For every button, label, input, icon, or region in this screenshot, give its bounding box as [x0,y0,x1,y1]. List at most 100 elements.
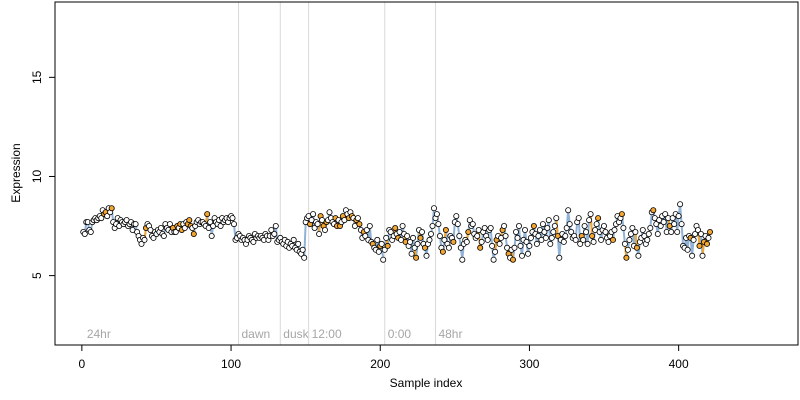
data-point [602,228,609,235]
data-point [623,254,630,261]
data-point [517,242,524,249]
data-point [453,213,460,220]
data-point [645,230,652,237]
data-point [466,217,473,224]
divider-label: 12:00 [312,327,342,341]
data-point [699,252,706,259]
y-tick-label: 5 [30,272,44,279]
data-point [316,230,323,237]
data-point [675,213,682,220]
data-point [299,246,306,253]
data-point [611,226,618,233]
data-point [562,232,569,239]
data-point [413,254,420,261]
data-point [489,242,496,249]
data-point [429,222,436,229]
data-point [526,242,533,249]
data-point [272,222,279,229]
divider-lines: dawn dusk 12:00 0:00 48hr 24hr [87,2,462,345]
data-point [639,226,646,233]
data-point [690,236,697,243]
data-point [556,254,563,261]
x-axis: 0 100 200 300 400 [79,344,689,371]
x-tick-label: 300 [519,357,539,371]
data-point [362,232,369,239]
data-point [98,215,105,222]
data-point [601,222,608,229]
data-point [669,215,676,222]
data-point [484,236,491,243]
x-tick-label: 100 [221,357,241,371]
data-point [629,224,636,231]
data-point [487,224,494,231]
data-point [563,224,570,231]
data-point [301,254,308,261]
data-point [407,238,414,245]
data-point [427,230,434,237]
data-point [477,244,484,251]
data-point [81,230,88,237]
data-point [166,221,173,228]
data-point [560,238,567,245]
data-point [410,234,417,241]
data-points [80,201,714,263]
data-point [384,242,391,249]
data-point [387,228,394,235]
data-point [580,236,587,243]
data-point [544,224,551,231]
data-point [374,236,381,243]
divider-label: 0:00 [388,327,412,341]
data-point [132,221,139,228]
data-point [138,240,145,247]
data-point [586,217,593,224]
data-point [383,234,390,241]
data-point [496,240,503,247]
data-point [439,248,446,255]
data-point [474,232,481,239]
data-point [533,240,540,247]
data-point [381,246,388,253]
data-point [684,246,691,253]
data-point [525,250,532,257]
data-point [677,201,684,208]
data-point [445,244,452,251]
data-point [647,224,654,231]
data-point [181,224,188,231]
data-point [541,228,548,235]
data-point [230,221,237,228]
data-point [583,228,590,235]
divider-label: dusk [283,327,309,341]
data-point [311,224,318,231]
data-point [321,226,328,233]
data-point [514,234,521,241]
data-point [378,240,385,247]
data-point [516,222,523,229]
data-point [662,211,669,218]
data-point [654,230,661,237]
data-point [208,232,215,239]
data-point [490,256,497,263]
data-point [635,252,642,259]
data-point [366,222,373,229]
x-tick-label: 400 [669,357,689,371]
data-point [581,222,588,229]
data-point [108,205,115,212]
divider-label: 48hr [438,327,462,341]
data-point [519,252,526,259]
data-point [509,256,516,263]
data-point [707,228,714,235]
data-point [595,215,602,222]
data-point [404,232,411,239]
data-point [572,236,579,243]
data-point [502,232,509,239]
data-point [551,222,558,229]
data-point [624,246,631,253]
data-point [548,234,555,241]
data-point [469,221,476,228]
x-tick-label: 0 [79,357,86,371]
data-point [411,244,418,251]
data-point [696,242,703,249]
data-point [692,230,699,237]
data-point [705,234,712,241]
data-point [423,252,430,259]
